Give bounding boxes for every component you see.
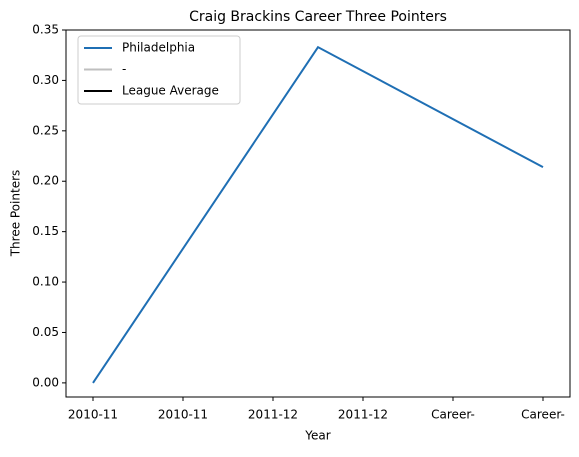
series-line (92, 45, 544, 384)
y-tick-label: 0.10 (32, 275, 59, 289)
chart-title: Craig Brackins Career Three Pointers (189, 9, 447, 25)
plot-frame (65, 29, 571, 398)
legend-label: - (122, 62, 126, 76)
x-tick-label: Career- (521, 408, 565, 422)
x-tick-label: 2011-12 (338, 408, 388, 422)
legend-label: League Average (122, 84, 219, 98)
x-axis-label: Year (304, 429, 330, 443)
y-tick-label: 0.20 (32, 174, 59, 188)
legend-label: Philadelphia (122, 41, 195, 55)
x-tick-label: Career- (431, 408, 475, 422)
y-tick-label: 0.00 (32, 375, 59, 389)
y-tick-label: 0.05 (32, 325, 59, 339)
x-tick-label: 2010-11 (68, 408, 118, 422)
legend-box (77, 35, 241, 105)
y-tick-label: 0.35 (32, 23, 59, 37)
y-axis-label: Three Pointers (9, 170, 23, 258)
y-tick-label: 0.30 (32, 73, 59, 87)
y-tick-label: 0.25 (32, 123, 59, 137)
x-tick-label: 2010-11 (158, 408, 208, 422)
y-tick-label: 0.15 (32, 224, 59, 238)
x-tick-label: 2011-12 (248, 408, 298, 422)
